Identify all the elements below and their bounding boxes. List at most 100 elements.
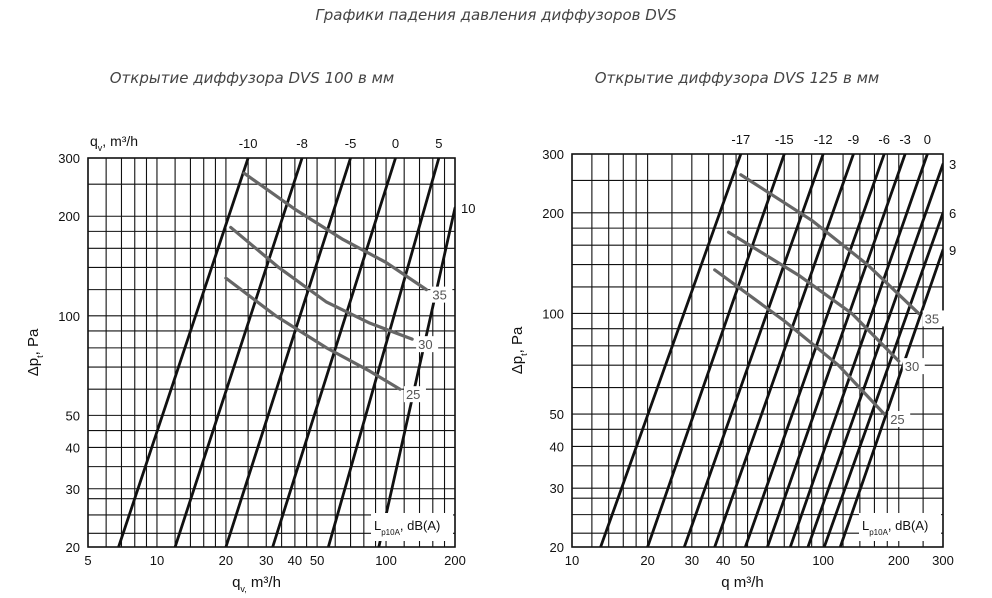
sound-label: 25: [890, 412, 904, 427]
sound-label: 30: [905, 359, 919, 374]
sound-curve: [713, 268, 886, 416]
chart-title: Открытие диффузора DVS 125 в мм: [595, 69, 879, 87]
sound-legend-label: Lp10A, dB(A): [862, 518, 928, 537]
sound-legend-box: [371, 513, 453, 541]
x-tick-label: 100: [812, 553, 834, 568]
series-line: [766, 154, 907, 547]
x-axis-label: q m³/h: [721, 574, 764, 591]
series-line: [173, 158, 304, 547]
sound-label-bg: [403, 386, 426, 403]
series-line: [224, 158, 352, 547]
series-line: [682, 154, 825, 547]
y-tick-label: 30: [66, 482, 80, 497]
series-line: [326, 158, 441, 547]
series-line: [117, 158, 250, 547]
series-label: -5: [345, 136, 357, 151]
series-line: [377, 206, 455, 547]
y-tick-label: 100: [542, 306, 564, 321]
series-line: [646, 154, 786, 547]
series-line: [743, 154, 886, 547]
x-tick-label: 40: [288, 553, 302, 568]
y-tick-label: 300: [58, 151, 80, 166]
chart-title: Открытие диффузора DVS 100 в мм: [110, 69, 394, 87]
y-axis-label: Δpt, Pa: [509, 326, 529, 374]
x-tick-label: 100: [375, 553, 397, 568]
sound-legend-label: Lp10A, dB(A): [374, 518, 440, 537]
sound-label-bg: [902, 358, 925, 375]
series-label: 0: [924, 132, 931, 147]
series-label: -12: [814, 132, 833, 147]
x-tick-label: 200: [888, 553, 910, 568]
x-tick-label: 5: [84, 553, 91, 568]
y-tick-label: 50: [550, 407, 564, 422]
y-tick-label: 100: [58, 309, 80, 324]
series-label: 5: [435, 136, 442, 151]
sound-label: 30: [418, 337, 432, 352]
x-axis-label: qv, m³/h: [232, 574, 281, 594]
x-tick-label: 300: [932, 553, 954, 568]
series-label: 10: [461, 201, 475, 216]
sound-curve: [229, 225, 414, 341]
sound-label: 35: [925, 311, 939, 326]
y-tick-label: 20: [550, 540, 564, 555]
x-tick-label: 20: [219, 553, 233, 568]
x-tick-label: 40: [716, 553, 730, 568]
x-tick-label: 50: [740, 553, 754, 568]
series-label: -6: [878, 132, 890, 147]
y-tick-label: 300: [542, 147, 564, 162]
sound-curve: [224, 276, 402, 391]
sound-curve: [739, 173, 921, 316]
series-line: [806, 162, 943, 547]
series-label: -15: [775, 132, 794, 147]
x-tick-label: 30: [685, 553, 699, 568]
sound-curve: [726, 230, 901, 363]
series-line: [788, 154, 929, 547]
y-axis-label: Δpt, Pa: [25, 328, 45, 376]
series-line: [713, 154, 855, 547]
x-tick-label: 30: [259, 553, 273, 568]
sound-label: 25: [406, 387, 420, 402]
series-label: -17: [731, 132, 750, 147]
chart-1: Открытие диффузора DVS 100 в мм 5 10 20 30 40…: [25, 69, 475, 594]
sound-label-bg: [888, 411, 911, 428]
y-tick-label: 50: [66, 408, 80, 423]
x-tick-label: 10: [565, 553, 579, 568]
y-tick-label: 40: [550, 439, 564, 454]
y-tick-label: 40: [66, 440, 80, 455]
sound-lines: [713, 173, 921, 416]
series-label: 0: [392, 136, 399, 151]
page-title: Графики падения давления диффузоров DVS: [315, 6, 677, 24]
sound-lines: [224, 171, 428, 391]
y-tick-label: 200: [58, 209, 80, 224]
sound-label: 35: [432, 288, 446, 303]
sound-label-bg: [416, 336, 439, 353]
x-tick-label: 10: [150, 553, 164, 568]
series-label: 6: [949, 206, 956, 221]
series-lines: [599, 154, 943, 547]
series-label: 3: [949, 157, 956, 172]
series-label: -3: [899, 132, 911, 147]
y-tick-label: 30: [550, 481, 564, 496]
grid: [87, 157, 456, 548]
series-label: -9: [848, 132, 860, 147]
sound-legend-box: [859, 513, 941, 541]
sound-curve: [242, 171, 428, 292]
page-title-wrap: Графики падения давления диффузоров DVS: [0, 6, 992, 25]
series-line: [822, 211, 943, 547]
series-label: -8: [296, 136, 308, 151]
series-label: 9: [949, 243, 956, 258]
series-label: -10: [239, 136, 258, 151]
y-tick-label: 200: [542, 206, 564, 221]
x-tick-label: 20: [640, 553, 654, 568]
series-line: [599, 154, 743, 547]
series-line: [838, 248, 943, 547]
x-tick-label: 200: [444, 553, 466, 568]
sound-label-bg: [922, 310, 945, 327]
x-tick-label: 50: [310, 553, 324, 568]
y-tick-label: 20: [66, 540, 80, 555]
sound-label-bg: [430, 286, 453, 303]
top-axis-label: qv, m³/h: [90, 133, 138, 153]
plot-frame: [571, 153, 944, 548]
